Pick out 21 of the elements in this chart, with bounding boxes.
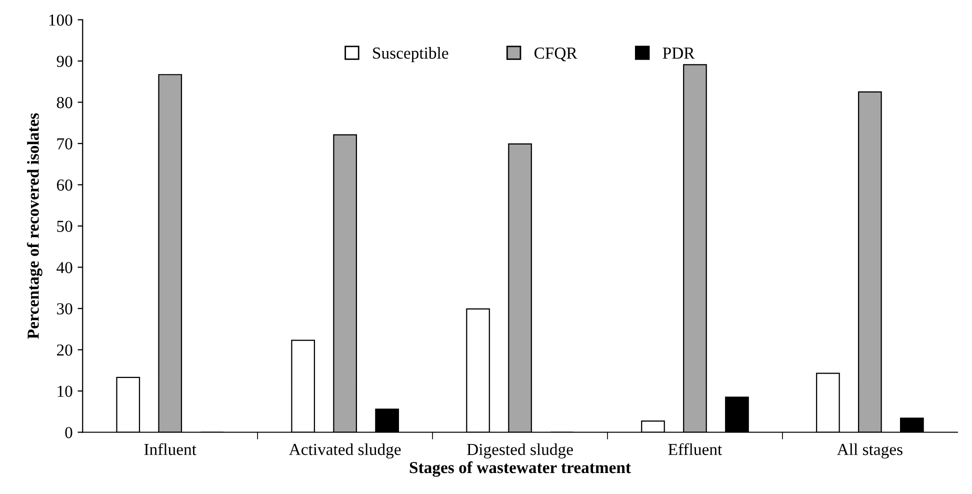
legend-label: CFQR [534, 48, 578, 62]
y-tick-label: 40 [56, 262, 72, 274]
y-tick-label: 100 [49, 14, 72, 26]
y-axis-title: Percentage of recovered isolates [26, 113, 42, 339]
x-axis-title: Stages of wastewater treatment [410, 461, 631, 477]
legend-label: PDR [662, 48, 695, 59]
y-tick-label: 70 [57, 138, 72, 150]
x-tick-label: Activated sludge [288, 443, 401, 459]
y-tick-label: 0 [65, 426, 72, 438]
x-tick-label: Effluent [668, 443, 722, 456]
y-tick-label: 50 [57, 220, 72, 232]
y-tick-label: 20 [56, 344, 72, 356]
y-tick-label: 60 [56, 179, 72, 191]
y-tick-label: 90 [56, 56, 72, 67]
x-tick-label: All stages [837, 443, 902, 459]
y-tick-label: 30 [57, 303, 72, 314]
y-tick-label: 80 [56, 96, 72, 108]
y-tick-label: 10 [58, 386, 72, 397]
legend-label: Susceptible [373, 47, 448, 62]
x-tick-label: Influent [144, 443, 196, 456]
x-tick-label: Digested sludge [467, 443, 573, 459]
